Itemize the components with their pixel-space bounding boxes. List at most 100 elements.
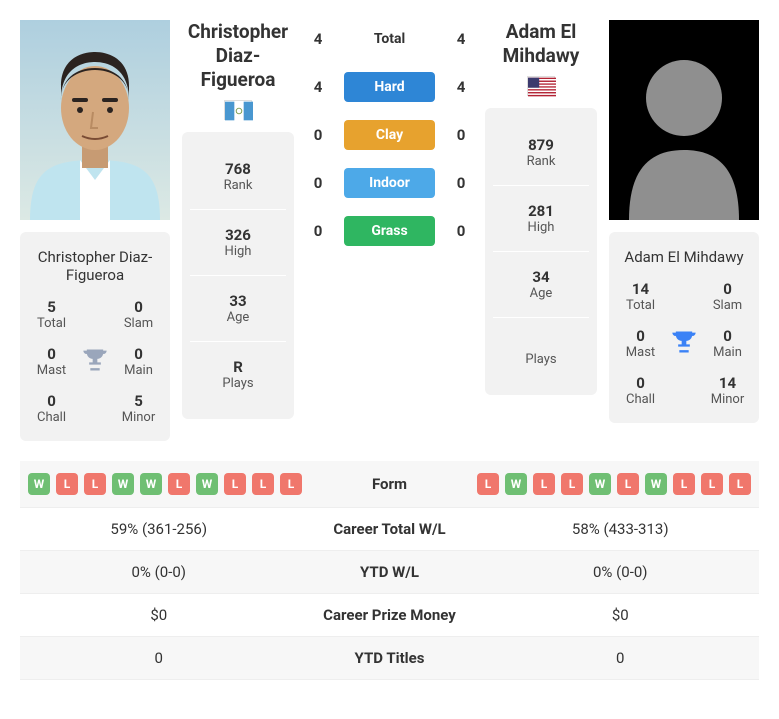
compare-table: WLLWWLWLLL Form LWLLWLWLLL 59% (361-256)… — [20, 461, 759, 680]
form-result[interactable]: L — [477, 473, 499, 495]
title-count: 0 — [617, 327, 664, 345]
stat-label: High — [501, 220, 581, 235]
p2-ytd-wl: 0% (0-0) — [490, 563, 752, 581]
form-result[interactable]: L — [224, 473, 246, 495]
form-result[interactable]: L — [252, 473, 274, 495]
title-count: 0 — [28, 392, 75, 410]
title-count: 0 — [115, 345, 162, 363]
player2-column: Adam El Mihdawy 14Total0Slam0Mast0Main0C… — [609, 20, 759, 441]
title-label: Minor — [704, 392, 751, 407]
surface-row-total: 4 Total 4 — [306, 24, 473, 54]
form-result[interactable]: L — [168, 473, 190, 495]
player2-titles-card: Adam El Mihdawy 14Total0Slam0Mast0Main0C… — [609, 232, 759, 423]
player2-placeholder-icon — [609, 20, 759, 220]
p1-ytd-wl: 0% (0-0) — [28, 563, 290, 581]
surface-pill-indoor: Indoor — [344, 168, 435, 198]
ytd-titles-label: YTD Titles — [290, 649, 490, 667]
title-label: Mast — [617, 345, 664, 360]
form-result[interactable]: L — [673, 473, 695, 495]
title-label: Main — [704, 345, 751, 360]
surface-pill-total: Total — [344, 24, 435, 54]
form-result[interactable]: W — [645, 473, 667, 495]
title-count: 5 — [28, 298, 75, 316]
stat-label: Rank — [198, 178, 278, 193]
stat-label: Plays — [501, 352, 581, 367]
trophy-icon — [670, 328, 698, 356]
surface-pill-grass: Grass — [344, 216, 435, 246]
stat-value: 879 — [501, 136, 581, 154]
player2-stats-card: 879Rank281High34Age Plays — [485, 108, 597, 395]
ytd-wl-label: YTD W/L — [290, 563, 490, 581]
title-label: Minor — [115, 410, 162, 425]
career-prize-label: Career Prize Money — [290, 606, 490, 624]
stat-label: Rank — [501, 154, 581, 169]
stat-label: High — [198, 244, 278, 259]
form-result[interactable]: W — [196, 473, 218, 495]
form-result[interactable]: L — [280, 473, 302, 495]
p2-total-count: 4 — [449, 30, 473, 48]
career-prize-row: $0 Career Prize Money $0 — [20, 594, 759, 637]
surface-row-grass: 0Grass0 — [306, 216, 473, 246]
form-result[interactable]: L — [561, 473, 583, 495]
stat-value: 33 — [198, 292, 278, 310]
stat-value: R — [198, 358, 278, 376]
title-count: 0 — [704, 327, 751, 345]
form-result[interactable]: W — [112, 473, 134, 495]
title-label: Total — [28, 316, 75, 331]
title-label: Slam — [704, 298, 751, 313]
title-count: 0 — [115, 298, 162, 316]
stat-label: Plays — [198, 376, 278, 391]
form-result[interactable]: W — [28, 473, 50, 495]
title-count: 0 — [28, 345, 75, 363]
player1-column: Christopher Diaz-Figueroa 5Total0Slam0Ma… — [20, 20, 170, 441]
player1-flag-icon — [224, 100, 252, 120]
p1-ytd-titles: 0 — [28, 649, 290, 667]
p2-hard-count: 4 — [449, 78, 473, 96]
form-result[interactable]: W — [589, 473, 611, 495]
form-result[interactable]: L — [729, 473, 751, 495]
form-result[interactable]: W — [140, 473, 162, 495]
form-result[interactable]: W — [505, 473, 527, 495]
p1-grass-count: 0 — [306, 222, 330, 240]
surface-row-hard: 4 Hard 4 — [306, 72, 473, 102]
player1-form: WLLWWLWLLL — [28, 473, 302, 495]
form-label: Form — [302, 475, 477, 493]
title-count: 14 — [704, 374, 751, 392]
form-result[interactable]: L — [617, 473, 639, 495]
h2h-surfaces: 4Total44Hard40Clay00Indoor00Grass0 — [306, 24, 473, 246]
p2-indoor-count: 0 — [449, 174, 473, 192]
title-label: Chall — [617, 392, 664, 407]
p1-hard-count: 4 — [306, 78, 330, 96]
player1-headshot — [20, 20, 170, 220]
p2-clay-count: 0 — [449, 126, 473, 144]
p1-career-wl: 59% (361-256) — [28, 520, 290, 538]
player1-stats-column: Christopher Diaz-Figueroa 768Rank326High… — [182, 20, 294, 441]
form-row: WLLWWLWLLL Form LWLLWLWLLL — [20, 461, 759, 508]
p1-total-count: 4 — [306, 30, 330, 48]
stat-label: Age — [501, 286, 581, 301]
h2h-column: 4Total44Hard40Clay00Indoor00Grass0 — [306, 20, 473, 441]
player2-name-header: Adam El Mihdawy — [485, 20, 597, 96]
p1-clay-count: 0 — [306, 126, 330, 144]
stat-value: 768 — [198, 160, 278, 178]
surface-row-indoor: 0 Indoor 0 — [306, 168, 473, 198]
surface-pill-hard: Hard — [344, 72, 435, 102]
form-result[interactable]: L — [533, 473, 555, 495]
surface-pill-clay: Clay — [344, 120, 435, 150]
title-label: Chall — [28, 410, 75, 425]
player1-titles-grid: 5Total0Slam0Mast0Main0Chall5Minor — [28, 298, 162, 425]
player2-flag-icon — [527, 76, 555, 96]
form-result[interactable]: L — [84, 473, 106, 495]
title-label: Slam — [115, 316, 162, 331]
form-result[interactable]: L — [56, 473, 78, 495]
p2-career-wl: 58% (433-313) — [490, 520, 752, 538]
player2-big-name: Adam El Mihdawy — [485, 20, 597, 68]
title-count: 14 — [617, 280, 664, 298]
title-count: 5 — [115, 392, 162, 410]
p1-career-prize: $0 — [28, 606, 290, 624]
player1-name-header: Christopher Diaz-Figueroa — [182, 20, 294, 120]
p1-indoor-count: 0 — [306, 174, 330, 192]
career-wl-label: Career Total W/L — [290, 520, 490, 538]
form-result[interactable]: L — [701, 473, 723, 495]
player1-big-name: Christopher Diaz-Figueroa — [182, 20, 294, 91]
